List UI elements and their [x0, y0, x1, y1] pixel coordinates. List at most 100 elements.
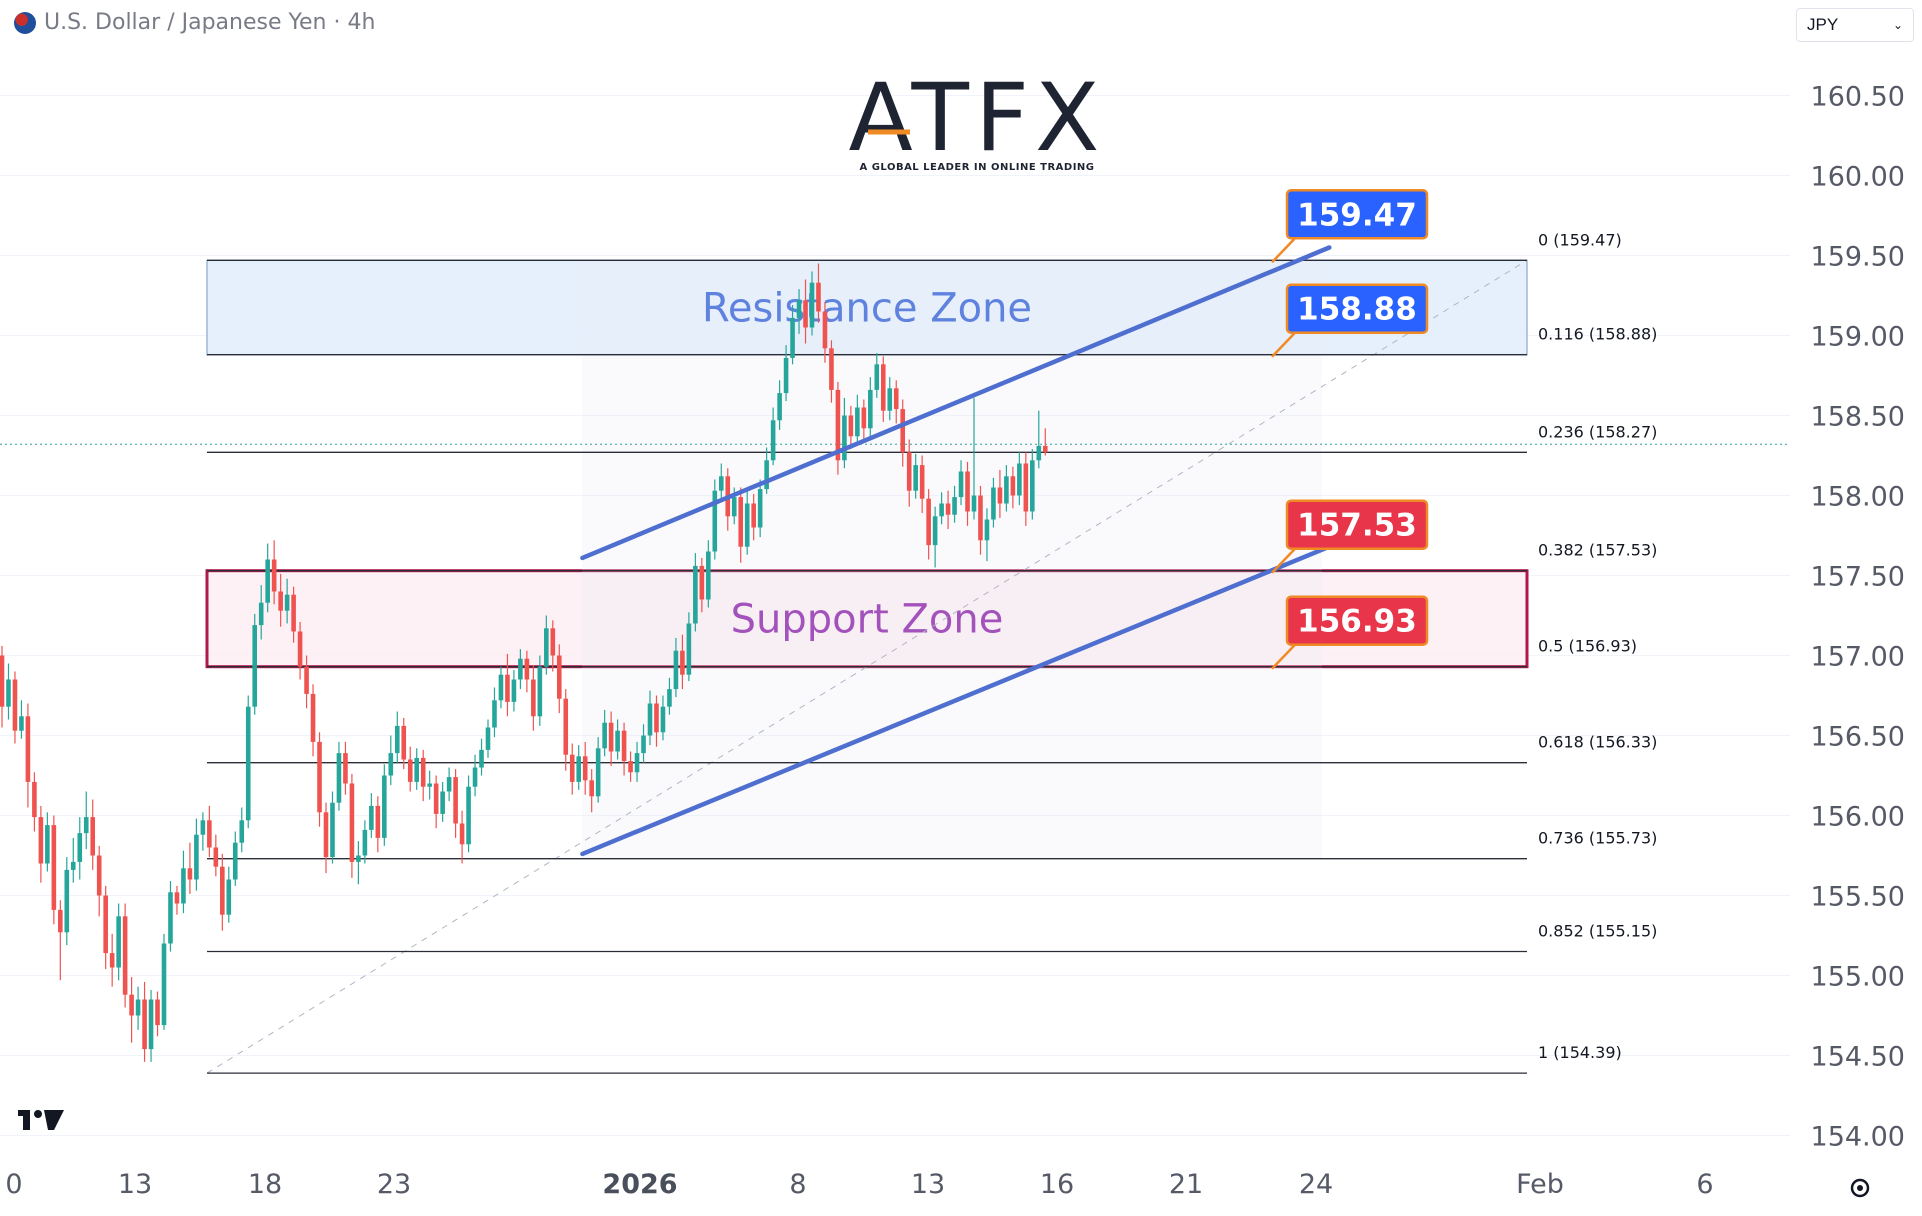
candle-body	[148, 999, 154, 1050]
candle-body	[498, 674, 504, 701]
price-tag: 159.47	[1271, 189, 1429, 264]
price-tag-pointer	[1271, 547, 1296, 574]
candle-body	[38, 817, 44, 864]
candle-body	[809, 282, 815, 328]
candle-body	[245, 706, 251, 821]
fib-level-label: 0.236 (158.27)	[1538, 422, 1657, 441]
fib-level-label: 0.618 (156.33)	[1538, 733, 1657, 752]
channel-upper-line	[580, 245, 1332, 561]
candle-body	[563, 698, 569, 755]
candle-body	[997, 487, 1003, 504]
candle-body	[932, 516, 938, 546]
candle-body	[420, 757, 426, 787]
candle-body	[984, 519, 990, 541]
candle-body	[401, 725, 407, 760]
axes: 154.00 154.50 155.00 155.50 156.00 156.50 157.…	[5, 82, 1905, 1201]
candle-body	[718, 476, 724, 491]
candle-body	[45, 825, 50, 864]
atfx-logo: ATFX A GLOBAL LEADER IN ONLINE TRADING	[849, 64, 1100, 173]
candle-body	[991, 487, 996, 520]
candle-body	[569, 754, 575, 782]
candle-body	[433, 783, 439, 814]
candle-body	[790, 317, 795, 358]
candle-body	[297, 631, 303, 667]
fib-level-label: 0 (159.47)	[1538, 230, 1622, 249]
candle-body	[913, 465, 918, 491]
fib-level-label: 0.5 (156.93)	[1538, 637, 1637, 656]
candle-body	[654, 703, 659, 733]
symbol-title-text: U.S. Dollar / Japanese Yen · 4h	[44, 10, 376, 35]
candle-body	[181, 868, 186, 904]
candle-body	[971, 495, 977, 512]
candle-body	[12, 679, 18, 731]
currency-select[interactable]: JPY ⌄	[1796, 8, 1914, 42]
y-tick-label: 158.50	[1811, 402, 1905, 433]
candle-body	[777, 393, 782, 421]
candle-body	[783, 357, 789, 394]
candle-body	[693, 565, 698, 624]
chevron-down-icon: ⌄	[1892, 18, 1903, 32]
candle-body	[291, 594, 296, 632]
candle-body	[906, 452, 912, 491]
y-tick-label: 156.00	[1811, 802, 1905, 833]
currency-flag-icon	[14, 11, 36, 34]
candle-body	[6, 679, 11, 707]
candle-body	[712, 490, 718, 552]
candle-body	[349, 783, 355, 862]
candle-body	[524, 658, 530, 680]
candle-body	[213, 847, 219, 867]
candle-body	[744, 503, 750, 547]
currency-select-value: JPY	[1807, 15, 1839, 34]
candle-body	[492, 700, 497, 728]
candle-body	[531, 679, 536, 717]
price-tag-value: 158.88	[1297, 292, 1417, 328]
candle-body	[109, 953, 115, 968]
support-zone-label: Support Zone	[731, 597, 1004, 643]
candle-body	[1030, 460, 1035, 512]
candle-body	[32, 781, 37, 818]
candle-body	[375, 805, 381, 838]
trend-channel	[580, 245, 1332, 857]
candle-body	[1036, 445, 1042, 461]
gear-icon[interactable]	[1850, 1178, 1870, 1198]
fib-level-label: 0.852 (155.15)	[1538, 922, 1657, 941]
candle-body	[142, 999, 147, 1050]
x-tick-label: 0	[5, 1169, 22, 1200]
price-tag: 158.88	[1271, 283, 1429, 358]
candle-body	[673, 650, 679, 690]
candle-body	[582, 756, 588, 781]
candle-body	[129, 994, 134, 1016]
y-tick-label: 154.00	[1811, 1122, 1905, 1153]
symbol-title[interactable]: U.S. Dollar / Japanese Yen · 4h	[14, 10, 375, 35]
candle-body	[576, 756, 582, 782]
candle-body	[608, 722, 614, 752]
candle-body	[155, 999, 160, 1026]
candle-body	[362, 829, 368, 856]
candle-body	[83, 817, 89, 834]
y-tick-label: 159.00	[1811, 322, 1905, 353]
candle-body	[667, 689, 672, 707]
price-tag: 156.93	[1271, 595, 1429, 670]
candle-body	[220, 866, 225, 915]
candle-body	[304, 666, 309, 694]
y-tick-label: 160.50	[1811, 82, 1905, 113]
candle-body	[796, 300, 802, 318]
fib-level-label: 0.116 (158.88)	[1538, 325, 1657, 344]
candle-body	[822, 311, 828, 349]
candle-body	[336, 753, 342, 803]
fib-level-label: 0.382 (157.53)	[1538, 541, 1657, 560]
fibonacci-retracement: 0 (159.47) 0.116 (158.88) 0.236 (158.27) 0.…	[0, 230, 1790, 1074]
candle-body	[446, 777, 452, 792]
candle-body	[466, 786, 471, 845]
candle-body	[1017, 463, 1022, 496]
candle-body	[680, 650, 685, 675]
candle-body	[861, 407, 867, 429]
candle-body	[1023, 463, 1029, 512]
candle-body	[978, 495, 983, 541]
candle-body	[770, 420, 776, 461]
candle-body	[945, 503, 951, 515]
candle-body	[472, 767, 478, 787]
price-tag-box	[1285, 189, 1429, 240]
candle-body	[751, 503, 756, 528]
